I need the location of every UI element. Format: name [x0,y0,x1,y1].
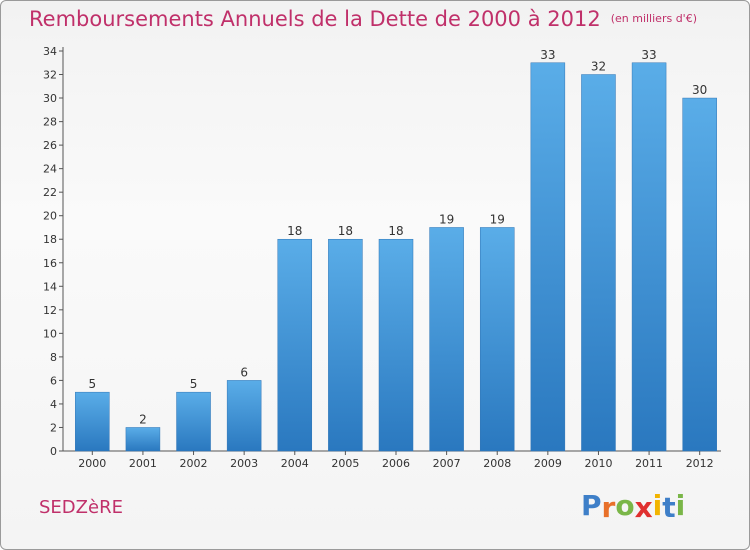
x-tick-label: 2002 [180,457,208,470]
bar-value-label: 6 [240,365,248,379]
x-tick-label: 2012 [686,457,714,470]
bar [429,227,464,452]
bar-value-label: 18 [287,224,302,238]
bar-value-label: 19 [490,212,505,226]
y-tick-label: 2 [50,421,57,434]
x-tick-label: 2010 [584,457,612,470]
x-tick-label: 2005 [331,457,359,470]
bar-value-label: 5 [190,377,198,391]
x-tick-label: 2008 [483,457,511,470]
bar-value-label: 32 [591,60,606,74]
y-tick-label: 26 [43,139,57,152]
y-tick-label: 6 [50,374,57,387]
y-tick-label: 4 [50,398,57,411]
y-tick-label: 14 [43,280,57,293]
x-tick-label: 2004 [281,457,309,470]
bar [530,62,566,452]
logo-letter: t [662,491,676,524]
y-tick-label: 0 [50,445,57,458]
bar [328,238,363,452]
proxiti-logo: Proxiti [581,489,686,524]
bar [226,380,262,452]
y-tick-label: 18 [43,233,57,246]
bar-value-label: 2 [139,412,147,426]
y-tick-label: 32 [43,69,57,82]
bar [479,227,515,452]
y-tick-label: 8 [50,351,57,364]
logo-letter: i [675,489,686,522]
bar [682,97,717,452]
chart-title-text: Remboursements Annuels de la Dette de 20… [29,7,601,31]
y-tick-label: 28 [43,116,57,129]
bar [277,238,313,452]
logo-letter: o [615,489,635,522]
logo-letter: x [634,491,653,524]
bar [631,62,667,452]
bar [581,74,616,452]
x-tick-label: 2000 [78,457,106,470]
x-tick-label: 2007 [433,457,461,470]
x-tick-label: 2003 [230,457,258,470]
bar [176,391,211,452]
chart-title: Remboursements Annuels de la Dette de 20… [29,7,697,31]
bar-value-label: 18 [338,224,353,238]
x-tick-label: 2011 [635,457,663,470]
y-tick-label: 10 [43,327,57,340]
bar [378,238,414,452]
bar-value-label: 33 [540,48,555,62]
bar-value-label: 33 [641,48,656,62]
x-tick-label: 2009 [534,457,562,470]
bar [125,427,161,452]
logo-letter: P [581,489,602,522]
y-tick-label: 16 [43,257,57,270]
bar-value-label: 5 [88,377,96,391]
commune-name: SEDZèRE [39,497,123,518]
y-tick-label: 22 [43,186,57,199]
y-tick-label: 12 [43,304,57,317]
bar-value-label: 30 [692,83,707,97]
y-tick-label: 24 [43,163,57,176]
bar [75,391,110,452]
logo-letter: r [601,491,616,524]
y-tick-label: 34 [43,45,57,58]
logo-letter: i [652,489,663,522]
y-tick-label: 20 [43,210,57,223]
x-tick-label: 2001 [129,457,157,470]
x-tick-label: 2006 [382,457,410,470]
y-tick-label: 30 [43,92,57,105]
bar-value-label: 18 [388,224,403,238]
chart-subtitle: (en milliers d'€) [610,12,697,25]
bar-value-label: 19 [439,212,454,226]
